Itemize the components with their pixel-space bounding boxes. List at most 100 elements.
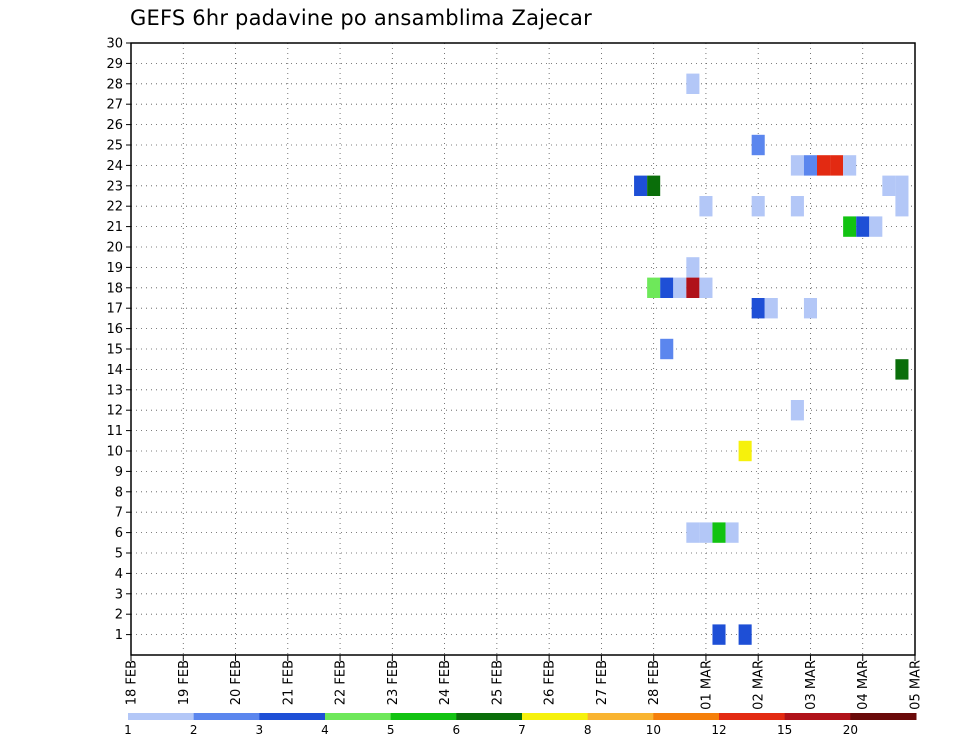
y-tick-label: 15	[106, 343, 123, 358]
legend-swatch	[587, 713, 654, 720]
legend-label: 1	[124, 723, 132, 737]
legend-label: 20	[843, 723, 858, 737]
precip-cell	[647, 175, 661, 196]
x-tick-label: 03 MAR	[804, 660, 819, 710]
x-tick-label: 02 MAR	[752, 660, 767, 710]
color-legend: 1 2 3 4 5 6 7 8 10 12 15 20	[124, 713, 917, 737]
y-tick-label: 17	[106, 302, 123, 317]
precip-cell	[830, 155, 844, 176]
precip-cell	[843, 155, 857, 176]
y-tick-label: 25	[106, 139, 123, 154]
precip-cell	[790, 196, 804, 217]
x-tick-label: 18 FEB	[125, 660, 140, 705]
legend-swatch	[850, 713, 917, 720]
y-tick-label: 20	[106, 241, 123, 256]
y-axis: 1234567891011121314151617181920212223242…	[106, 37, 131, 643]
legend-label: 10	[646, 723, 661, 737]
legend-label: 3	[256, 723, 264, 737]
precip-cell	[790, 400, 804, 421]
legend-swatch	[128, 713, 195, 720]
y-tick-label: 8	[115, 485, 123, 500]
precip-cell	[712, 522, 726, 543]
y-tick-label: 1	[115, 628, 123, 643]
y-tick-label: 23	[106, 179, 123, 194]
x-tick-label: 27 FEB	[595, 660, 610, 705]
legend-swatch	[456, 713, 523, 720]
x-tick-label: 19 FEB	[177, 660, 192, 705]
precip-cell	[660, 338, 674, 360]
x-tick-label: 22 FEB	[334, 660, 349, 705]
precip-cell	[712, 624, 726, 645]
precip-cell	[725, 522, 739, 543]
y-tick-label: 11	[106, 424, 123, 439]
y-tick-label: 2	[115, 608, 123, 623]
legend-label: 7	[518, 723, 526, 737]
legend-swatch	[193, 713, 260, 720]
precip-cell	[895, 359, 909, 380]
y-tick-label: 19	[106, 261, 123, 276]
x-tick-label: 25 FEB	[490, 660, 505, 705]
legend-label: 5	[387, 723, 395, 737]
precip-cell	[803, 298, 817, 319]
y-tick-label: 30	[106, 37, 123, 52]
precip-cell	[699, 522, 713, 543]
precip-cell	[882, 175, 896, 196]
y-tick-label: 27	[106, 98, 123, 113]
x-tick-label: 28 FEB	[647, 660, 662, 705]
y-tick-label: 26	[106, 118, 123, 133]
precip-cell	[738, 440, 752, 462]
x-tick-label: 24 FEB	[438, 660, 453, 705]
legend-swatch	[522, 713, 589, 720]
precip-cell	[634, 175, 648, 196]
precip-cell	[686, 73, 700, 94]
precip-cell	[686, 522, 700, 543]
x-tick-label: 04 MAR	[856, 660, 871, 710]
legend-swatch	[259, 713, 326, 720]
x-axis: 18 FEB 19 FEB 20 FEB 21 FEB 22 FEB 23 FEB 24 F…	[125, 655, 924, 710]
y-tick-label: 4	[115, 567, 123, 582]
precip-cell	[673, 277, 687, 298]
y-tick-label: 14	[106, 363, 123, 378]
y-tick-label: 5	[115, 547, 123, 562]
y-tick-label: 13	[106, 383, 123, 398]
y-tick-label: 9	[115, 465, 123, 480]
y-tick-label: 12	[106, 404, 123, 419]
legend-label: 4	[321, 723, 329, 737]
legend-label: 12	[711, 723, 726, 737]
legend-swatch	[719, 713, 786, 720]
legend-label: 15	[777, 723, 792, 737]
precip-cell	[817, 155, 831, 176]
x-tick-label: 20 FEB	[229, 660, 244, 705]
legend-label: 8	[584, 723, 592, 737]
legend-swatch	[390, 713, 457, 720]
y-tick-label: 28	[106, 77, 123, 92]
y-tick-label: 18	[106, 281, 123, 296]
cells-layer	[634, 73, 909, 645]
precip-cell	[738, 624, 752, 645]
precip-cell	[751, 196, 765, 217]
precip-cell	[803, 155, 817, 176]
plot-frame	[130, 42, 916, 656]
precip-cell	[751, 134, 765, 156]
precip-cell	[764, 298, 778, 319]
precip-cell	[699, 277, 713, 298]
legend-label: 2	[190, 723, 198, 737]
precip-cell	[895, 175, 909, 196]
x-tick-label: 23 FEB	[386, 660, 401, 705]
y-tick-label: 16	[106, 322, 123, 337]
y-tick-label: 24	[106, 159, 123, 174]
legend-swatch	[784, 713, 851, 720]
legend-swatch	[325, 713, 392, 720]
y-tick-label: 22	[106, 200, 123, 215]
x-tick-label: 05 MAR	[909, 660, 924, 710]
y-tick-label: 6	[115, 526, 123, 541]
chart-title: GEFS 6hr padavine po ansamblima Zajecar	[130, 6, 592, 30]
precip-cell	[895, 196, 909, 217]
y-tick-label: 29	[106, 57, 123, 72]
legend-swatch	[653, 713, 720, 720]
precip-cell	[686, 277, 700, 298]
x-tick-label: 01 MAR	[699, 660, 714, 710]
y-tick-label: 10	[106, 445, 123, 460]
precip-cell	[856, 216, 870, 237]
